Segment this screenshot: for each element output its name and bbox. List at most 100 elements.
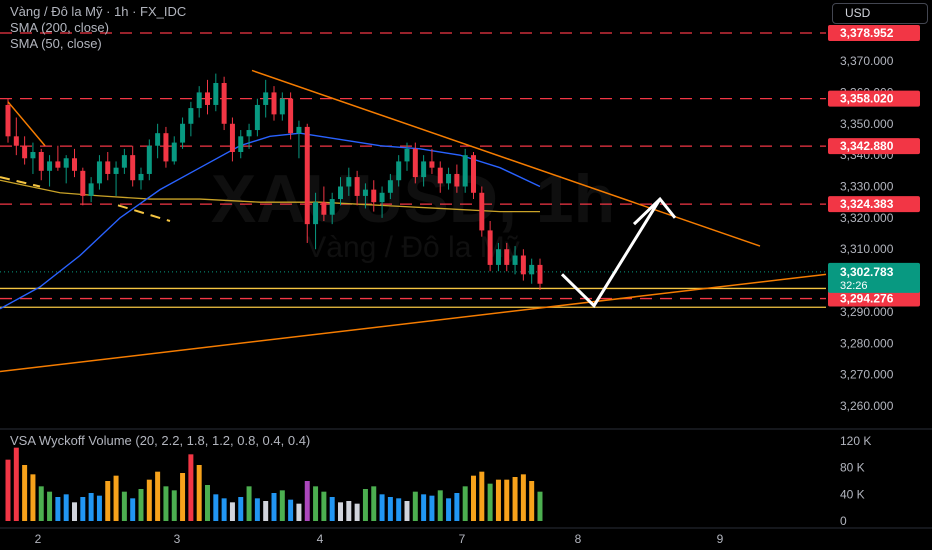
candle-body[interactable] bbox=[462, 155, 468, 187]
price-badge-label: 3,358.020 bbox=[840, 92, 894, 106]
candle-body[interactable] bbox=[296, 126, 302, 134]
candle-body[interactable] bbox=[529, 264, 535, 275]
price-badge-label: 3,294.276 bbox=[840, 292, 894, 306]
candle-body[interactable] bbox=[146, 145, 152, 174]
volume-bar bbox=[379, 494, 385, 521]
candle-body[interactable] bbox=[504, 249, 510, 265]
volume-bar bbox=[88, 493, 94, 521]
candle-body[interactable] bbox=[537, 264, 543, 284]
candle-body[interactable] bbox=[121, 155, 127, 168]
volume-indicator-title[interactable]: VSA Wyckoff Volume (20, 2.2, 1.8, 1.2, 0… bbox=[10, 433, 311, 448]
candle-body[interactable] bbox=[47, 161, 53, 171]
volume-bar bbox=[246, 486, 252, 521]
sma200-line bbox=[0, 179, 540, 213]
price-tick-label: 3,350.000 bbox=[840, 117, 894, 131]
candle-body[interactable] bbox=[55, 161, 61, 168]
candle-body[interactable] bbox=[63, 158, 69, 168]
sma50-label[interactable]: SMA (50, close) bbox=[10, 36, 102, 51]
candle-body[interactable] bbox=[437, 167, 443, 184]
candle-body[interactable] bbox=[138, 173, 144, 181]
candle-body[interactable] bbox=[229, 123, 235, 152]
candle-body[interactable] bbox=[96, 161, 102, 184]
candle-body[interactable] bbox=[313, 202, 319, 225]
candle-body[interactable] bbox=[80, 170, 86, 196]
volume-tick-label: 0 bbox=[840, 514, 847, 528]
candle-body[interactable] bbox=[454, 173, 460, 187]
candle-body[interactable] bbox=[338, 186, 343, 200]
candle-body[interactable] bbox=[471, 155, 476, 193]
candle-body[interactable] bbox=[520, 255, 526, 275]
candle-body[interactable] bbox=[495, 249, 501, 265]
candle-body[interactable] bbox=[163, 133, 169, 162]
volume-bar bbox=[487, 483, 493, 521]
candle-body[interactable] bbox=[304, 126, 310, 225]
volume-bar bbox=[113, 475, 119, 521]
volume-bar bbox=[146, 479, 152, 521]
candle-body[interactable] bbox=[263, 92, 269, 105]
volume-bar bbox=[362, 489, 368, 521]
chart-legend: Vàng / Đô la Mỹ · 1h · FX_IDC SMA (200, … bbox=[10, 4, 186, 52]
candle-body[interactable] bbox=[346, 177, 352, 187]
price-badge-label: 3,342.880 bbox=[840, 139, 894, 153]
candle-body[interactable] bbox=[38, 152, 44, 171]
candle-body[interactable] bbox=[446, 173, 452, 184]
candle-body[interactable] bbox=[213, 83, 219, 105]
volume-bar bbox=[529, 481, 535, 521]
candle-body[interactable] bbox=[113, 167, 119, 174]
candle-body[interactable] bbox=[180, 123, 186, 143]
candle-body[interactable] bbox=[362, 189, 368, 196]
candle-body[interactable] bbox=[196, 92, 202, 109]
candle-body[interactable] bbox=[105, 161, 111, 174]
candle-body[interactable] bbox=[155, 133, 161, 146]
candle-body[interactable] bbox=[321, 202, 327, 215]
currency-button[interactable]: USD bbox=[832, 3, 928, 24]
candle-body[interactable] bbox=[412, 148, 418, 178]
candle-body[interactable] bbox=[396, 161, 402, 181]
volume-bar bbox=[196, 465, 202, 521]
price-tick-label: 3,270.000 bbox=[840, 368, 894, 382]
candle-body[interactable] bbox=[13, 136, 19, 146]
volume-bar bbox=[22, 465, 28, 521]
candle-body[interactable] bbox=[354, 177, 360, 196]
price-badge bbox=[828, 24, 920, 41]
candle-body[interactable] bbox=[205, 92, 210, 105]
candle-body[interactable] bbox=[487, 230, 493, 265]
candle-body[interactable] bbox=[88, 183, 94, 196]
candle-body[interactable] bbox=[421, 161, 427, 178]
candle-body[interactable] bbox=[429, 161, 435, 168]
volume-bar bbox=[346, 501, 352, 521]
candle-body[interactable] bbox=[329, 199, 335, 215]
volume-bar bbox=[495, 479, 501, 521]
candle-body[interactable] bbox=[30, 152, 36, 159]
sma200-label[interactable]: SMA (200, close) bbox=[10, 20, 109, 35]
candle-body[interactable] bbox=[188, 108, 194, 124]
candle-body[interactable] bbox=[246, 130, 252, 137]
candle-body[interactable] bbox=[479, 192, 485, 231]
volume-bar bbox=[288, 499, 294, 521]
candle-body[interactable] bbox=[371, 189, 377, 203]
volume-bar bbox=[55, 497, 61, 521]
candle-body[interactable] bbox=[404, 148, 410, 162]
trend-line[interactable] bbox=[0, 273, 827, 373]
candle-body[interactable] bbox=[512, 255, 518, 265]
trend-line[interactable] bbox=[7, 101, 46, 147]
candle-body[interactable] bbox=[5, 104, 11, 137]
candle-body[interactable] bbox=[171, 142, 177, 162]
candle-body[interactable] bbox=[288, 98, 294, 134]
candle-body[interactable] bbox=[379, 192, 385, 203]
candle-body[interactable] bbox=[271, 92, 277, 115]
candle-body[interactable] bbox=[238, 136, 244, 152]
candle-body[interactable] bbox=[22, 145, 28, 159]
candle-body[interactable] bbox=[387, 180, 393, 193]
volume-bar bbox=[30, 474, 36, 521]
candle-body[interactable] bbox=[221, 83, 227, 124]
candle-body[interactable] bbox=[130, 155, 136, 181]
candle-body[interactable] bbox=[72, 158, 77, 171]
volume-bar bbox=[421, 494, 427, 521]
symbol-title[interactable]: Vàng / Đô la Mỹ · 1h · FX_IDC bbox=[10, 4, 187, 19]
time-label: 7 bbox=[459, 532, 466, 546]
volume-bar bbox=[437, 490, 443, 521]
candle-body[interactable] bbox=[254, 104, 260, 131]
candle-body[interactable] bbox=[279, 98, 285, 115]
